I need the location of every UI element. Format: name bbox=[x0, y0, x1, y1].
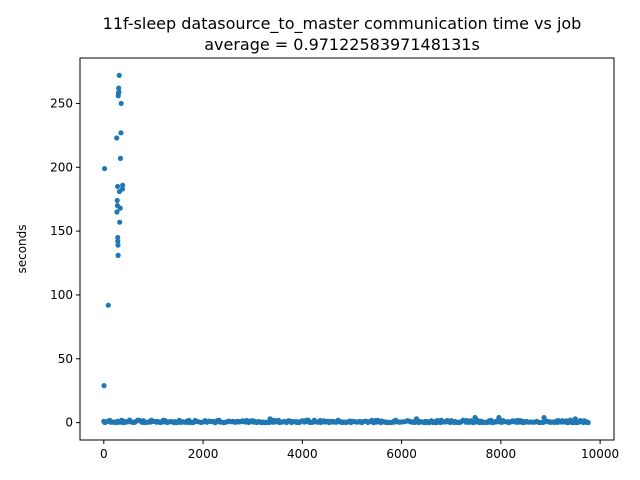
data-point bbox=[114, 209, 120, 215]
data-point bbox=[115, 234, 121, 241]
data-point bbox=[116, 72, 122, 78]
baseline-point bbox=[585, 420, 591, 426]
data-point bbox=[115, 238, 121, 244]
data-point bbox=[101, 165, 108, 172]
chart-title: 11f-sleep datasource_to_master communica… bbox=[103, 14, 582, 34]
data-point bbox=[117, 219, 123, 225]
chart-subtitle: average = 0.9712258397148131s bbox=[204, 35, 480, 54]
data-points bbox=[101, 72, 126, 389]
data-point bbox=[119, 186, 126, 192]
x-tick-label: 6000 bbox=[386, 447, 417, 461]
y-tick-label: 100 bbox=[50, 288, 73, 302]
x-tick-label: 10000 bbox=[581, 447, 619, 461]
data-point bbox=[105, 302, 111, 308]
x-tick-label: 0 bbox=[100, 447, 108, 461]
y-tick-label: 50 bbox=[58, 352, 73, 366]
x-tick-label: 8000 bbox=[486, 447, 517, 461]
data-point bbox=[114, 197, 120, 204]
y-tick-label: 150 bbox=[50, 224, 73, 238]
data-point bbox=[116, 89, 122, 95]
baseline-point bbox=[496, 414, 502, 421]
data-point bbox=[116, 85, 122, 91]
data-point bbox=[118, 100, 124, 107]
x-tick-label: 2000 bbox=[188, 447, 219, 461]
data-point bbox=[115, 183, 121, 190]
data-point bbox=[115, 252, 121, 258]
y-tick-label: 0 bbox=[65, 416, 73, 430]
data-point bbox=[115, 242, 121, 248]
y-tick-label: 200 bbox=[50, 160, 73, 174]
data-point bbox=[117, 155, 124, 161]
data-point bbox=[118, 130, 124, 136]
baseline-point bbox=[541, 414, 547, 421]
data-point bbox=[117, 205, 123, 211]
baseline-point bbox=[572, 416, 578, 422]
y-axis-label: seconds bbox=[15, 224, 29, 273]
x-tick-label: 4000 bbox=[287, 447, 318, 461]
y-tick-label: 250 bbox=[50, 96, 73, 110]
baseline-point bbox=[472, 414, 478, 421]
y-axis: 0 50 100 150 200 250 bbox=[50, 96, 80, 430]
baseline-point bbox=[267, 416, 273, 422]
baseline-point bbox=[413, 416, 420, 422]
data-point bbox=[114, 135, 120, 141]
baseline-points bbox=[101, 414, 591, 426]
x-axis: 0 2000 4000 6000 8000 10000 bbox=[100, 440, 619, 461]
data-point bbox=[101, 383, 107, 389]
data-point bbox=[120, 182, 126, 188]
plot-frame bbox=[79, 57, 615, 441]
